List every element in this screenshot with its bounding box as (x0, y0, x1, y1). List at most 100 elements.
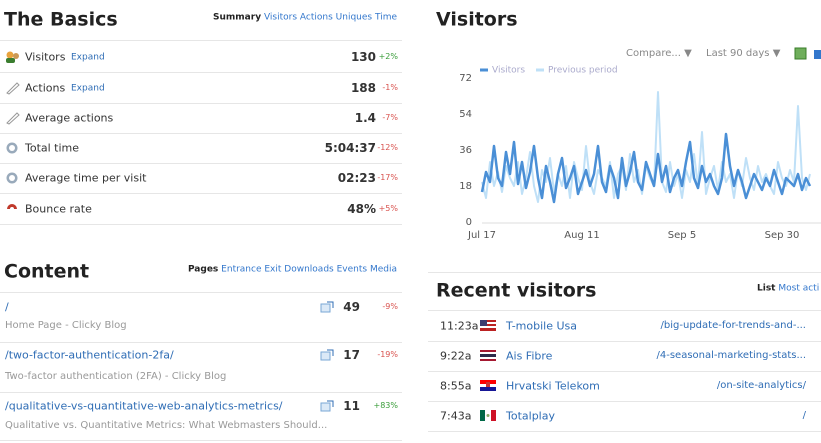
row-change: +5% (378, 204, 398, 213)
tab[interactable]: Exit (264, 264, 282, 275)
icon (6, 112, 20, 125)
page-title: Qualitative vs. Quantitative Metrics: Wh… (5, 420, 328, 431)
tab[interactable]: Uniques (335, 12, 373, 23)
icon (6, 142, 18, 154)
tab[interactable]: Entrance (221, 264, 262, 275)
separator (0, 392, 402, 393)
panel-title: The Basics (4, 8, 118, 31)
visitor-isp[interactable]: Hrvatski Telekom (506, 379, 600, 393)
separator (0, 163, 402, 164)
tab[interactable]: Pages (187, 264, 219, 275)
row-change: -17% (377, 173, 398, 182)
page-link[interactable]: / (5, 300, 9, 314)
separator (0, 440, 402, 441)
series-line (480, 132, 812, 204)
page-link[interactable]: /two-factor-authentication-2fa/ (5, 348, 174, 362)
y-tick-label: 54 (459, 109, 472, 120)
tab[interactable]: Time (374, 12, 397, 23)
row-change: -1% (382, 83, 398, 92)
tab[interactable]: Media (369, 264, 397, 275)
compare-dropdown[interactable]: Compare... ▼ (626, 48, 692, 59)
row-label: Average actions (25, 111, 114, 125)
row-change: -7% (382, 113, 398, 122)
y-tick-label: 36 (459, 145, 472, 156)
tab[interactable]: Visitors (263, 12, 298, 23)
separator (428, 341, 821, 342)
page-count: 17 (343, 348, 360, 362)
page-link[interactable]: /qualitative-vs-quantitative-web-analyti… (5, 399, 283, 413)
visitor-page[interactable]: /on-site-analytics/ (716, 380, 806, 391)
icon (7, 204, 17, 209)
tab[interactable]: Summary (213, 12, 262, 23)
tab[interactable]: Actions (299, 12, 333, 23)
visit-time: 7:43a (440, 409, 472, 423)
x-tick-label: Aug 11 (564, 230, 599, 241)
visitor-isp[interactable]: Totalplay (506, 409, 555, 423)
page-count: 49 (343, 300, 360, 314)
page-change: -19% (377, 350, 398, 359)
separator (0, 72, 402, 73)
range-dropdown[interactable]: Last 90 days ▼ (706, 48, 781, 59)
visitor-page[interactable]: / (802, 410, 806, 421)
row-change: +2% (378, 52, 398, 61)
row-change: -12% (377, 143, 398, 152)
separator (0, 342, 402, 343)
icon[interactable] (320, 400, 334, 412)
tab[interactable]: List (757, 283, 776, 294)
tabs: Summary Visitors Actions Uniques Time (213, 12, 397, 23)
icon[interactable] (320, 349, 334, 361)
visitor-page[interactable]: /big-update-for-trends-and-... (660, 320, 806, 331)
icon (6, 172, 18, 184)
row-value: 130 (350, 50, 376, 64)
row-label: Visitors (25, 50, 66, 64)
tabs: Pages Entrance Exit Downloads Events Med… (187, 264, 397, 275)
page-count: 11 (343, 399, 360, 413)
row-value: 1.4 (354, 111, 376, 125)
legend-label: Visitors (492, 66, 525, 76)
x-tick-label: Sep 30 (765, 230, 800, 241)
visit-time: 8:55a (440, 379, 472, 393)
tab[interactable]: Events (336, 264, 368, 275)
row-value: 188 (350, 81, 376, 95)
row-value: 48% (347, 202, 376, 216)
visitor-isp[interactable]: T-mobile Usa (506, 319, 578, 333)
x-tick-label: Jul 17 (467, 230, 496, 241)
page-title: Home Page - Clicky Blog (5, 320, 127, 331)
flag (480, 380, 496, 391)
row-value: 02:23 (337, 171, 376, 185)
separator (0, 103, 402, 104)
expand-link[interactable]: Expand (71, 83, 105, 94)
y-tick-label: 72 (459, 73, 472, 84)
tabs: List Most acti (757, 283, 820, 294)
icon (6, 51, 19, 63)
panel-title: Content (4, 260, 90, 283)
panel-title: Visitors (436, 8, 518, 31)
visit-time: 9:22a (440, 349, 472, 363)
line-chart: Visitors Previous period 0 18 36 54 72 Jul 17 Au… (459, 66, 821, 241)
row-label: Total time (25, 141, 80, 155)
icon[interactable] (320, 301, 334, 313)
page-title: Two-factor authentication (2FA) - Clicky… (5, 371, 227, 382)
tab[interactable]: Downloads (284, 264, 334, 275)
x-tick-label: Sep 5 (668, 230, 696, 241)
separator (428, 310, 821, 311)
row-value: 5:04:37 (324, 141, 376, 155)
export-icons[interactable] (794, 47, 821, 61)
row-label: Actions (25, 81, 66, 95)
flag (480, 350, 496, 361)
page-change: -9% (382, 302, 398, 311)
separator (0, 292, 402, 293)
flag (480, 410, 496, 421)
separator (428, 371, 821, 372)
separator (428, 272, 821, 273)
y-tick-label: 18 (459, 181, 472, 192)
separator (428, 431, 821, 432)
row-label: Average time per visit (25, 171, 147, 185)
visit-time: 11:23a (440, 319, 479, 333)
panel-title: Recent visitors (436, 279, 597, 302)
expand-link[interactable]: Expand (71, 52, 105, 63)
visitor-isp[interactable]: Ais Fibre (506, 349, 553, 363)
tab[interactable]: Most acti (778, 283, 820, 294)
visitor-page[interactable]: /4-seasonal-marketing-stats... (656, 350, 807, 361)
